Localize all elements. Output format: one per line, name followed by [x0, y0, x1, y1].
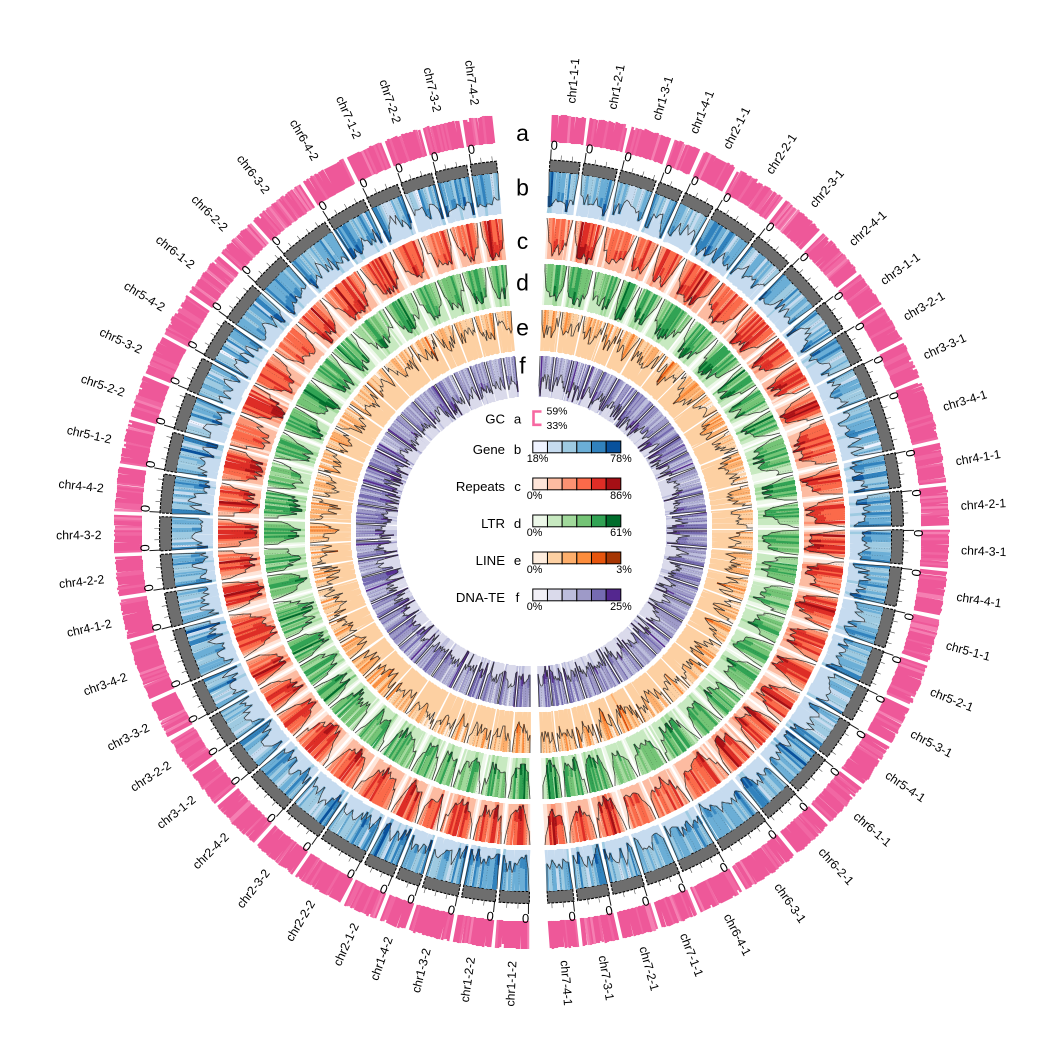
svg-text:0: 0	[888, 654, 905, 666]
svg-text:0: 0	[137, 544, 152, 552]
svg-text:chr4-2-1: chr4-2-1	[960, 496, 1006, 513]
svg-text:0: 0	[909, 489, 925, 498]
svg-text:chr4-2-2: chr4-2-2	[58, 572, 105, 591]
svg-text:c: c	[514, 479, 521, 494]
svg-text:LINE: LINE	[476, 553, 506, 568]
svg-text:0: 0	[152, 415, 168, 426]
svg-text:0: 0	[585, 141, 594, 157]
svg-text:chr4-3-1: chr4-3-1	[961, 543, 1007, 559]
svg-text:b: b	[514, 442, 521, 457]
svg-text:a: a	[516, 120, 529, 146]
svg-text:0%: 0%	[527, 564, 543, 576]
svg-text:f: f	[516, 590, 520, 605]
svg-text:e: e	[516, 315, 529, 341]
svg-text:chr7-4-1: chr7-4-1	[558, 960, 576, 1007]
svg-text:0: 0	[429, 149, 440, 165]
svg-text:GC: GC	[485, 412, 505, 427]
svg-text:25%: 25%	[610, 601, 632, 613]
svg-text:0: 0	[137, 504, 152, 512]
svg-text:0%: 0%	[527, 490, 543, 502]
svg-text:chr1-1-2: chr1-1-2	[503, 961, 519, 1007]
svg-text:0: 0	[908, 568, 924, 577]
svg-text:0: 0	[902, 448, 918, 458]
svg-text:chr4-3-2: chr4-3-2	[56, 528, 102, 542]
svg-text:0: 0	[522, 911, 529, 926]
svg-text:33%: 33%	[547, 420, 568, 432]
svg-text:0%: 0%	[527, 527, 543, 539]
svg-text:c: c	[517, 228, 529, 254]
svg-text:chr4-4-1: chr4-4-1	[956, 590, 1003, 611]
svg-text:0: 0	[568, 909, 577, 925]
svg-text:d: d	[516, 270, 529, 296]
svg-text:b: b	[516, 175, 529, 201]
svg-text:chr1-2-2: chr1-2-2	[458, 956, 478, 1003]
svg-text:chr4-4-2: chr4-4-2	[58, 477, 105, 496]
svg-text:0: 0	[901, 612, 917, 622]
svg-text:18%: 18%	[527, 453, 549, 465]
svg-text:78%: 78%	[610, 453, 632, 465]
svg-text:Repeats: Repeats	[456, 479, 506, 494]
svg-text:0: 0	[623, 149, 634, 165]
svg-text:59%: 59%	[547, 406, 568, 418]
svg-text:61%: 61%	[610, 527, 632, 539]
svg-text:0: 0	[604, 903, 614, 919]
svg-text:86%: 86%	[610, 490, 632, 502]
svg-text:0: 0	[911, 530, 926, 537]
svg-text:0: 0	[142, 459, 158, 469]
svg-text:0: 0	[405, 891, 417, 908]
svg-text:chr1-1-1: chr1-1-1	[564, 57, 582, 104]
svg-text:0: 0	[393, 160, 405, 177]
svg-text:LTR: LTR	[481, 516, 505, 531]
svg-text:a: a	[514, 412, 522, 427]
svg-text:0%: 0%	[527, 601, 543, 613]
svg-text:chr7-4-2: chr7-4-2	[462, 59, 482, 106]
svg-text:0: 0	[640, 893, 651, 909]
svg-text:0: 0	[550, 137, 558, 152]
svg-text:DNA-TE: DNA-TE	[456, 590, 505, 605]
svg-text:3%: 3%	[616, 564, 632, 576]
svg-text:Gene: Gene	[473, 442, 505, 457]
svg-text:d: d	[514, 516, 521, 531]
svg-text:0: 0	[446, 902, 456, 918]
svg-text:f: f	[519, 353, 526, 379]
svg-text:0: 0	[141, 583, 157, 592]
svg-text:0: 0	[486, 908, 495, 924]
svg-text:0: 0	[467, 141, 476, 157]
svg-text:e: e	[514, 553, 521, 568]
svg-text:0: 0	[148, 622, 164, 633]
